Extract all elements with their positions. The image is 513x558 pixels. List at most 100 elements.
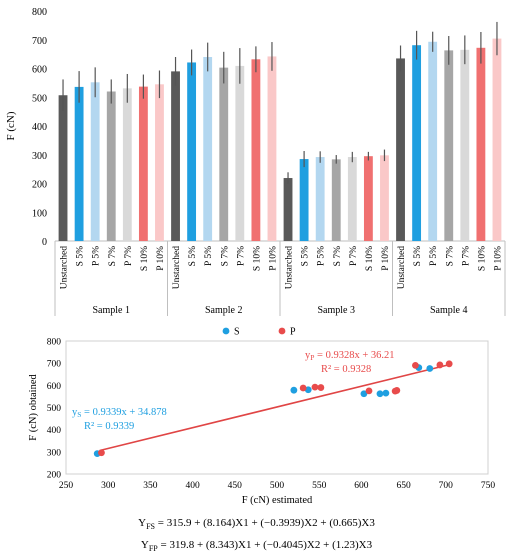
category-tick-label: P 5% xyxy=(92,246,102,266)
category-tick-label: P 10% xyxy=(381,246,391,271)
category-tick-label: P 10% xyxy=(493,246,503,271)
category-tick-label: P 5% xyxy=(429,246,439,266)
group-label: Sample 2 xyxy=(205,305,243,316)
bar xyxy=(138,86,148,241)
category-tick-label: P 5% xyxy=(317,246,327,266)
data-point xyxy=(299,384,307,392)
category-tick-label: P 5% xyxy=(204,246,214,266)
bar xyxy=(444,50,454,242)
formula-fp-lhs: Y xyxy=(140,539,149,552)
bar xyxy=(347,157,357,241)
x-tick-label: 700 xyxy=(439,481,454,491)
bar xyxy=(155,84,164,241)
bar xyxy=(492,38,502,241)
y-tick-label: 600 xyxy=(32,65,47,76)
x-tick-label: 250 xyxy=(59,481,74,491)
y-tick-label: 300 xyxy=(47,448,62,458)
category-tick-label: S 10% xyxy=(140,246,150,271)
bar xyxy=(122,88,132,242)
formula-fp-rhs: = 319.8 + (8.343)X1 + (−0.4045)X2 + (1.2… xyxy=(157,539,373,552)
category-tick-label: P 7% xyxy=(461,246,471,266)
formula-fs-lhs: Y xyxy=(138,517,147,529)
y-axis-label: F (cN) xyxy=(5,111,17,140)
legend-label: P xyxy=(290,327,296,338)
bar xyxy=(171,71,180,241)
x-tick-label: 350 xyxy=(143,481,158,491)
x-tick-label: 300 xyxy=(101,481,116,491)
equation-body: = 0.9328x + 36.21 xyxy=(314,350,394,361)
bar xyxy=(396,58,405,241)
bar xyxy=(283,178,293,241)
equation-prefix: y xyxy=(72,407,78,418)
y-tick-label: 400 xyxy=(32,122,47,133)
legend-marker xyxy=(222,327,230,335)
bar xyxy=(299,159,309,241)
y-axis-label: F (cN) obtained xyxy=(28,374,39,441)
y-tick-label: 400 xyxy=(47,426,62,436)
group-label: Sample 1 xyxy=(93,305,131,316)
x-tick-label: 550 xyxy=(312,481,327,491)
y-tick-label: 700 xyxy=(47,360,62,370)
r2-label: R² = 0.9328 xyxy=(321,364,371,375)
bar xyxy=(251,59,261,241)
category-tick-label: P 7% xyxy=(236,246,246,266)
equation-body: = 0.9339x + 34.878 xyxy=(81,407,166,418)
x-tick-label: 600 xyxy=(354,481,369,491)
data-point xyxy=(376,390,384,398)
y-tick-label: 200 xyxy=(32,180,47,191)
x-tick-label: 400 xyxy=(185,481,200,491)
legend-marker xyxy=(278,327,286,335)
trendline xyxy=(99,363,452,452)
bar xyxy=(235,65,245,241)
category-tick-label: S 10% xyxy=(365,246,375,271)
bar xyxy=(412,45,422,242)
category-tick-label: Unstarched xyxy=(397,246,407,290)
y-tick-label: 300 xyxy=(32,151,47,162)
bar-chart: 0 100 200 300 400 500 600 700 800 F (cN) Unstarche… xyxy=(5,7,506,316)
equation-label: yP = 0.9328x + 36.21 xyxy=(305,350,395,362)
plot-area xyxy=(65,340,489,475)
data-point xyxy=(382,389,390,397)
category-tick-label: S 10% xyxy=(252,246,262,271)
bar xyxy=(476,47,486,241)
category-tick-label: S 7% xyxy=(108,246,118,266)
bar xyxy=(106,91,116,241)
bar xyxy=(380,155,389,241)
formulas: YFS = 315.9 + (8.164)X1 + (−0.3939)X2 + … xyxy=(0,514,513,558)
y-tick-label: 800 xyxy=(32,7,47,18)
formula-fs-sub: FS xyxy=(146,522,156,532)
category-tick-label: S 5% xyxy=(413,246,423,266)
equation-subscript: P xyxy=(310,353,314,362)
bar xyxy=(331,159,341,241)
bar xyxy=(74,86,84,242)
formula-fs: YFS = 315.9 + (8.164)X1 + (−0.3939)X2 + … xyxy=(0,514,513,536)
bar xyxy=(203,57,213,241)
data-point xyxy=(412,361,419,369)
category-tick-label: Unstarched xyxy=(60,246,70,290)
data-point xyxy=(317,384,325,391)
data-point xyxy=(445,360,453,368)
formula-fp: YFP = 319.8 + (8.343)X1 + (−0.4045)X2 + … xyxy=(0,536,513,558)
bar xyxy=(90,82,100,241)
formula-fp-sub: FP xyxy=(148,544,158,554)
category-tick-label: S 7% xyxy=(220,246,230,266)
group-label: Sample 3 xyxy=(318,305,356,316)
bar xyxy=(460,49,470,241)
category-tick-label: S 5% xyxy=(301,246,311,266)
category-tick-label: Unstarched xyxy=(172,246,182,290)
bar xyxy=(187,62,197,242)
scatter-chart: 200 300 400 500 600 700 800 250 300 350 400 450 500 5… xyxy=(28,327,496,507)
bar xyxy=(363,156,373,241)
category-tick-label: S 5% xyxy=(76,246,86,266)
equation-label: yS = 0.9339x + 34.878 xyxy=(72,407,167,419)
y-tick-label: 700 xyxy=(32,36,47,47)
x-tick-label: 750 xyxy=(481,481,496,491)
equation-prefix: y xyxy=(305,350,311,361)
legend-label: S xyxy=(234,327,240,338)
formula-fs-rhs: = 315.9 + (8.164)X1 + (−0.3939)X2 + (0.6… xyxy=(155,517,375,529)
data-point xyxy=(98,449,105,457)
category-tick-label: P 7% xyxy=(124,246,134,266)
category-tick-label: S 7% xyxy=(333,246,343,266)
category-tick-label: S 5% xyxy=(188,246,198,266)
data-point xyxy=(290,386,298,394)
